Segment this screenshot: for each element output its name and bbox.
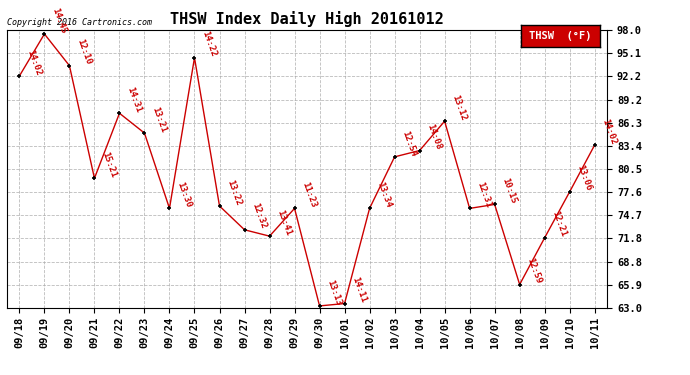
Text: 13:30: 13:30 — [175, 181, 193, 209]
Point — [464, 206, 475, 212]
Point — [14, 73, 25, 79]
Point — [64, 63, 75, 69]
Text: 14:45: 14:45 — [50, 6, 68, 34]
Text: 11:23: 11:23 — [300, 181, 318, 209]
Text: 12:54: 12:54 — [400, 129, 418, 158]
Point — [339, 300, 350, 306]
Text: 13:06: 13:06 — [575, 164, 593, 192]
Text: 13:34: 13:34 — [375, 181, 393, 209]
Point — [114, 110, 125, 116]
Text: 13:12: 13:12 — [450, 93, 468, 122]
Text: 12:10: 12:10 — [75, 38, 92, 66]
Point — [264, 233, 275, 239]
Text: 12:31: 12:31 — [475, 181, 493, 209]
Text: 12:59: 12:59 — [525, 257, 543, 285]
Text: 12:21: 12:21 — [550, 210, 568, 238]
Point — [514, 282, 525, 288]
Text: Copyright 2016 Cartronics.com: Copyright 2016 Cartronics.com — [7, 18, 152, 27]
Text: 14:22: 14:22 — [200, 30, 218, 58]
Text: 14:08: 14:08 — [425, 123, 443, 151]
Point — [89, 175, 100, 181]
Point — [439, 118, 450, 124]
Point — [189, 55, 200, 61]
Text: THSW  (°F): THSW (°F) — [529, 31, 592, 41]
Text: 12:32: 12:32 — [250, 202, 268, 230]
Point — [164, 206, 175, 212]
Point — [314, 303, 325, 309]
Point — [364, 206, 375, 212]
Point — [414, 147, 425, 153]
Text: 13:21: 13:21 — [150, 105, 168, 134]
Text: 13:41: 13:41 — [275, 209, 293, 237]
Point — [214, 203, 225, 209]
Point — [389, 154, 400, 160]
Point — [39, 31, 50, 37]
Point — [539, 235, 550, 241]
Point — [564, 189, 575, 195]
Title: THSW Index Daily High 20161012: THSW Index Daily High 20161012 — [170, 12, 444, 27]
Point — [239, 227, 250, 233]
Text: 14:02: 14:02 — [600, 117, 618, 146]
Point — [489, 201, 500, 207]
Text: 14:02: 14:02 — [25, 48, 43, 76]
Text: 13:22: 13:22 — [225, 178, 243, 207]
Point — [289, 206, 300, 212]
Point — [589, 142, 600, 148]
Text: 14:31: 14:31 — [125, 86, 143, 114]
Text: 13:13: 13:13 — [325, 278, 343, 306]
Text: 15:21: 15:21 — [100, 150, 118, 179]
Text: 14:11: 14:11 — [350, 276, 368, 304]
Point — [139, 130, 150, 136]
Text: 10:15: 10:15 — [500, 177, 518, 205]
